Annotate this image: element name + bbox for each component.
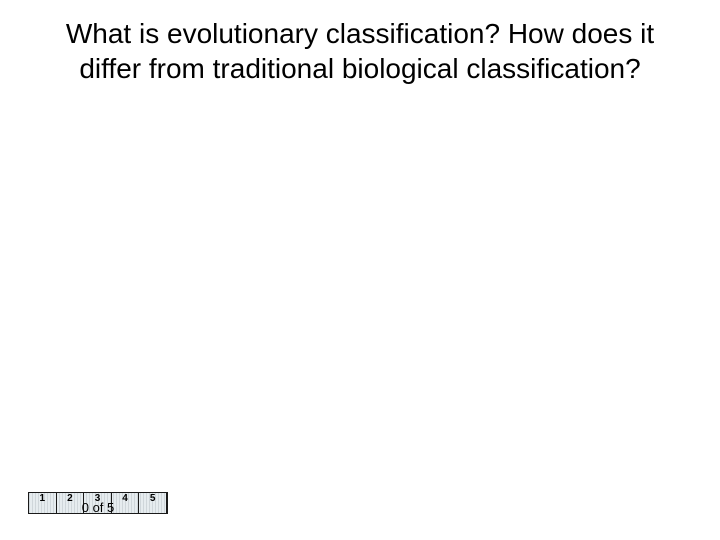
counter-tick-label: 3: [95, 494, 101, 504]
counter-tick: 1: [29, 493, 57, 513]
counter-tick: 3: [84, 493, 112, 513]
counter-tick: 5: [139, 493, 167, 513]
slide-title: What is evolutionary classification? How…: [60, 16, 660, 86]
counter-tick-label: 2: [67, 494, 73, 504]
counter-tickbar: 1 2 3 4 5 0 of 5: [28, 492, 168, 514]
counter-tick: 4: [112, 493, 140, 513]
counter-tick-label: 5: [150, 494, 156, 504]
counter-tick-label: 1: [40, 494, 46, 504]
response-counter: 1 2 3 4 5 0 of 5: [28, 492, 168, 514]
counter-tick: 2: [57, 493, 85, 513]
counter-tick-label: 4: [122, 494, 128, 504]
